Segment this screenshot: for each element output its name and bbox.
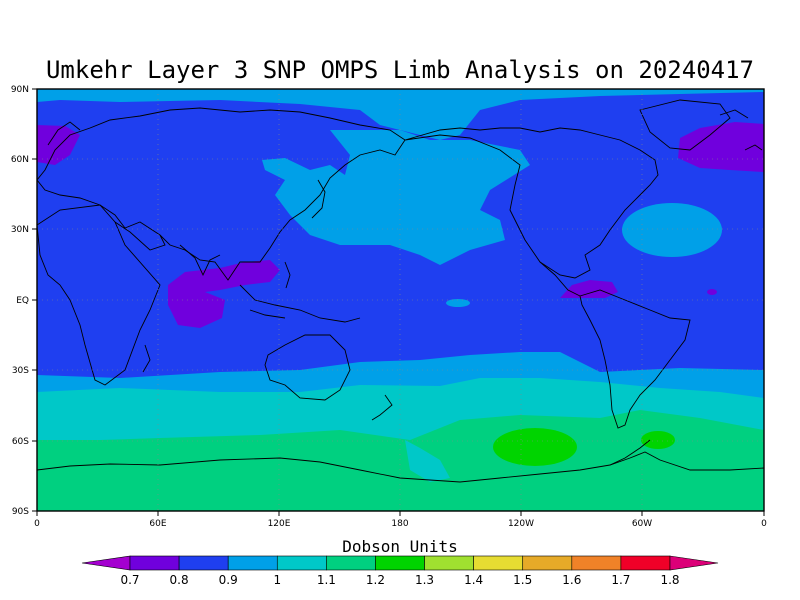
lat-label: 30N	[11, 225, 29, 235]
lon-label: 0	[34, 519, 40, 529]
colorbar-tick-label: 0.7	[120, 573, 139, 587]
colorbar-swatch	[473, 555, 524, 571]
colorbar-label: Dobson Units	[342, 537, 458, 556]
band-0.7-0.8-small	[707, 289, 717, 295]
band-0.7-0.8-europe	[37, 125, 80, 165]
colorbar-tick-label: 1.2	[366, 573, 385, 587]
colorbar-tick-label: 1.4	[464, 573, 483, 587]
grid-lines	[37, 89, 764, 511]
colorbar-swatch	[669, 555, 719, 571]
colorbar-tick-label: 1.7	[611, 573, 630, 587]
lon-label: 180	[391, 519, 408, 529]
colorbar-ticks: 0.7 0.8 0.9 1 1.1 1.2 1.3 1.4 1.5 1.6 1.7 1.8	[120, 573, 679, 587]
coastlines	[37, 99, 764, 483]
lat-label: 60S	[12, 437, 29, 447]
colorbar-swatch	[178, 555, 229, 571]
colorbar-tick-label: 1	[273, 573, 281, 587]
colorbar-tick-label: 1.5	[513, 573, 532, 587]
colorbar-tick-label: 1.8	[660, 573, 679, 587]
band-north-0.9-1	[37, 89, 764, 140]
lon-label: 0	[761, 519, 767, 529]
colorbar-tick-label: 1.3	[415, 573, 434, 587]
lat-label: 30S	[12, 366, 29, 376]
colorbar-swatch	[522, 555, 573, 571]
band-south-1.1-1.2	[37, 410, 764, 511]
colorbar-swatch	[620, 555, 671, 571]
band-eq-blob	[446, 299, 470, 307]
band-pacific-0.9-1	[262, 130, 530, 265]
page-title: Umkehr Layer 3 SNP OMPS Limb Analysis on…	[46, 56, 754, 84]
colorbar-swatch	[375, 555, 425, 571]
colorbar-tick-label: 0.9	[219, 573, 238, 587]
band-1.2-1.3-pacific	[493, 428, 577, 466]
ozone-contours	[37, 89, 764, 511]
colorbar-swatch	[81, 555, 131, 571]
band-south-pocket	[405, 440, 450, 482]
band-0.7-0.8-atlantic-n	[678, 122, 764, 172]
lon-labels: 0 60E 120E 180 120W 60W 0	[34, 519, 767, 529]
lon-label: 60W	[632, 519, 652, 529]
colorbar-tick-label: 0.8	[170, 573, 189, 587]
colorbar-swatch	[326, 555, 376, 571]
colorbar-tick-label: 1.6	[562, 573, 581, 587]
lat-label: 90N	[11, 85, 29, 95]
tick-marks	[32, 88, 765, 516]
band-south-lobe	[195, 399, 229, 421]
lon-label: 60E	[149, 519, 166, 529]
lon-label: 120E	[268, 519, 291, 529]
colorbar-swatches	[81, 555, 719, 571]
lat-label: 90S	[12, 507, 29, 517]
colorbar-tick-label: 1.1	[317, 573, 336, 587]
band-1.2-1.3-atlantic	[641, 431, 675, 449]
lon-label: 120W	[508, 519, 534, 529]
colorbar-swatch	[571, 555, 622, 571]
lat-label: 60N	[11, 155, 29, 165]
colorbar-swatch	[424, 555, 474, 571]
lat-labels: 90N 60N 30N EQ 30S 60S 90S	[11, 85, 29, 517]
colorbar-swatch	[227, 555, 278, 571]
colorbar-swatch	[276, 555, 327, 571]
band-0.7-0.8-indian	[168, 260, 280, 328]
map-panel: 0 60E 120E 180 120W 60W 0 90N 60N 30N EQ…	[11, 85, 767, 529]
colorbar-swatch	[129, 555, 180, 571]
colorbar: Dobson Units 0.7 0.8 0.9 1 1.1 1.2 1.3 1.4 1.5 1.…	[81, 537, 719, 587]
lat-label: EQ	[16, 296, 29, 306]
band-atlantic-0.9-1	[622, 203, 722, 257]
